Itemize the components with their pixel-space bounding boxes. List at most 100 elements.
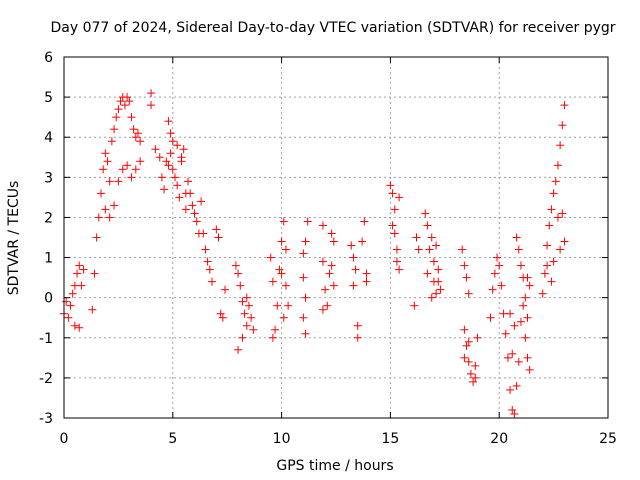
data-point (301, 237, 310, 246)
data-point (301, 293, 310, 302)
data-point (275, 265, 284, 274)
x-tick-label: 15 (381, 431, 399, 447)
data-point (247, 313, 256, 322)
data-point (390, 205, 399, 214)
data-point (129, 125, 138, 134)
data-point (273, 301, 282, 310)
data-point (125, 97, 134, 106)
data-point (358, 237, 367, 246)
data-point (432, 241, 441, 250)
data-point (412, 233, 421, 242)
data-point (136, 137, 145, 146)
data-point (164, 117, 173, 126)
data-point (521, 333, 530, 342)
data-point (349, 253, 358, 262)
data-point (549, 189, 558, 198)
data-point (471, 361, 480, 370)
data-point (162, 157, 171, 166)
data-point (299, 249, 308, 258)
data-point (242, 321, 251, 330)
data-point (327, 261, 336, 270)
data-point (277, 269, 286, 278)
data-point (329, 281, 338, 290)
data-point (392, 245, 401, 254)
data-point (386, 181, 395, 190)
data-point (170, 173, 179, 182)
data-point (423, 269, 432, 278)
data-point (236, 281, 245, 290)
axes: 0 5 10 15 20 25 -3 -2 -1 0 1 2 3 4 5 6 (39, 50, 617, 447)
data-point (543, 261, 552, 270)
data-point (421, 209, 430, 218)
data-point (133, 129, 142, 138)
data-point (238, 333, 247, 342)
data-point (303, 217, 312, 226)
data-point (68, 289, 77, 298)
data-point (160, 185, 169, 194)
data-point (327, 229, 336, 238)
y-tick-label: 3 (44, 170, 53, 186)
y-tick-label: 1 (44, 251, 53, 267)
data-point (543, 241, 552, 250)
data-point (266, 253, 275, 262)
data-point (560, 237, 569, 246)
data-point (495, 261, 504, 270)
data-point (131, 165, 140, 174)
data-point (207, 277, 216, 286)
data-point (120, 101, 129, 110)
data-point (429, 257, 438, 266)
data-point (392, 257, 401, 266)
data-point (173, 181, 182, 190)
data-point (107, 137, 116, 146)
data-point (299, 273, 308, 282)
data-point (110, 201, 119, 210)
data-point (192, 217, 201, 226)
gridlines (64, 57, 608, 418)
data-point (94, 213, 103, 222)
data-point (284, 301, 293, 310)
data-point (75, 323, 84, 332)
data-point (488, 285, 497, 294)
data-point (390, 229, 399, 238)
y-tick-label: 0 (44, 291, 53, 307)
data-point (434, 265, 443, 274)
data-point (349, 281, 358, 290)
data-point (75, 261, 84, 270)
data-point (136, 157, 145, 166)
data-point (558, 121, 567, 130)
data-point (127, 173, 136, 182)
data-point (525, 365, 534, 374)
data-point (73, 269, 82, 278)
data-point (347, 241, 356, 250)
y-tick-label: -2 (39, 371, 53, 387)
data-point (181, 205, 190, 214)
data-point (556, 141, 565, 150)
data-point (540, 269, 549, 278)
data-point (501, 329, 510, 338)
data-point (490, 269, 499, 278)
data-point (216, 309, 225, 318)
data-point (493, 253, 502, 262)
data-point (506, 385, 515, 394)
data-point (521, 293, 530, 302)
data-point (157, 173, 166, 182)
data-point (155, 153, 164, 162)
data-point (395, 265, 404, 274)
y-tick-label: 2 (44, 210, 53, 226)
data-point (301, 329, 310, 338)
data-point (523, 273, 532, 282)
data-point (238, 297, 247, 306)
data-point (425, 245, 434, 254)
data-point (116, 97, 125, 106)
x-axis-label: GPS time / hours (276, 458, 393, 474)
data-point (281, 245, 290, 254)
data-point (212, 225, 221, 234)
data-point (388, 189, 397, 198)
y-tick-label: 6 (44, 50, 53, 66)
data-point (201, 245, 210, 254)
data-point (123, 161, 132, 170)
data-point (436, 285, 445, 294)
data-point (503, 353, 512, 362)
data-point (427, 293, 436, 302)
data-point (325, 269, 334, 278)
